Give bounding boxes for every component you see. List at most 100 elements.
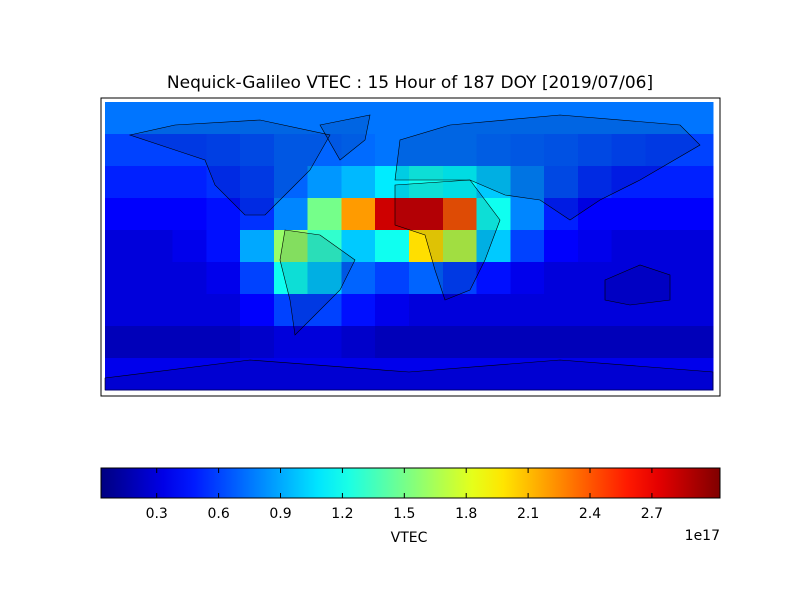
heatmap-cell xyxy=(240,102,275,135)
heatmap-cell xyxy=(409,294,444,327)
heatmap-cell xyxy=(240,294,275,327)
heatmap-cell xyxy=(544,166,579,199)
heatmap-cell xyxy=(172,198,207,231)
heatmap-cell xyxy=(476,262,511,295)
heatmap-cell xyxy=(138,294,174,327)
heatmap-cell xyxy=(409,358,444,391)
heatmap-cell xyxy=(307,198,342,231)
heatmap-cell xyxy=(273,134,309,167)
heatmap-cell xyxy=(409,198,444,231)
continent xyxy=(279,229,356,336)
heatmap-cell xyxy=(510,134,545,167)
heatmap-cell xyxy=(645,134,680,167)
heatmap-cell xyxy=(442,326,478,359)
heatmap-cell xyxy=(172,294,207,327)
heatmap-cell xyxy=(476,166,511,199)
heatmap-cell xyxy=(645,358,680,391)
continent xyxy=(128,119,331,216)
heatmap-cell xyxy=(240,326,275,359)
heatmap-cell xyxy=(409,134,444,167)
heatmap-cell xyxy=(442,262,478,295)
heatmap-cell xyxy=(341,262,376,295)
heatmap-cell xyxy=(645,262,680,295)
heatmap-cell xyxy=(577,166,613,199)
colorbar xyxy=(100,467,721,499)
heatmap-cell xyxy=(679,230,714,263)
heatmap-cell xyxy=(510,294,545,327)
heatmap-cell xyxy=(476,230,511,263)
heatmap-cell xyxy=(240,134,275,167)
heatmap-cell xyxy=(544,294,579,327)
heatmap-cell xyxy=(476,294,511,327)
heatmap-cell xyxy=(577,294,613,327)
heatmap-cell xyxy=(476,326,511,359)
heatmap-cell xyxy=(510,262,545,295)
colorbar-tick-label: 0.9 xyxy=(269,506,291,522)
continent xyxy=(604,264,671,306)
colorbar-tick-label: 2.4 xyxy=(579,506,601,522)
heatmap-cell xyxy=(105,134,140,167)
heatmap-cell xyxy=(273,326,309,359)
heatmap-cell xyxy=(206,326,241,359)
heatmap-cell xyxy=(341,198,376,231)
heatmap-cell xyxy=(476,102,511,135)
heatmap-cell xyxy=(442,198,478,231)
continent xyxy=(394,114,701,221)
colorbar-tick-label: 1.5 xyxy=(393,506,415,522)
colorbar-tick-label: 0.3 xyxy=(146,506,168,522)
heatmap-cell xyxy=(273,262,309,295)
heatmap-cell xyxy=(679,198,714,231)
heatmap-cell xyxy=(172,166,207,199)
heatmap-cell xyxy=(611,230,646,263)
heatmap-cell xyxy=(375,230,410,263)
heatmap-cell xyxy=(442,358,478,391)
colorbar-tick-label: 1.2 xyxy=(331,506,353,522)
heatmap-cell xyxy=(307,326,342,359)
heatmap-cell xyxy=(307,166,342,199)
continent xyxy=(104,359,714,391)
heatmap-cell xyxy=(240,262,275,295)
heatmap-cell xyxy=(307,262,342,295)
heatmap-cell xyxy=(611,198,646,231)
heatmap-cell xyxy=(206,294,241,327)
colorbar-tick-label: 2.7 xyxy=(641,506,663,522)
heatmap-cell xyxy=(172,102,207,135)
heatmap-cell xyxy=(105,230,140,263)
heatmap-cell xyxy=(577,134,613,167)
heatmap-cell xyxy=(510,326,545,359)
heatmap-cell xyxy=(307,294,342,327)
heatmap-cell xyxy=(679,262,714,295)
heatmap-cell xyxy=(375,358,410,391)
heatmap-cell xyxy=(442,230,478,263)
heatmap-cell xyxy=(273,294,309,327)
heatmap-cell xyxy=(375,326,410,359)
heatmap-cell xyxy=(341,166,376,199)
heatmap-cell xyxy=(105,166,140,199)
heatmap-cell xyxy=(544,262,579,295)
heatmap-cell xyxy=(679,326,714,359)
heatmap-cell xyxy=(206,198,241,231)
heatmap-cell xyxy=(273,198,309,231)
heatmap-cell xyxy=(341,294,376,327)
heatmap-cell xyxy=(510,166,545,199)
heatmap-cell xyxy=(544,230,579,263)
heatmap-cell xyxy=(577,326,613,359)
heatmap-cell xyxy=(409,102,444,135)
colorbar-tick-label: 0.6 xyxy=(207,506,229,522)
heatmap-cell xyxy=(375,102,410,135)
heatmap-cell xyxy=(172,326,207,359)
heatmap-cell xyxy=(510,198,545,231)
heatmap-cell xyxy=(645,102,680,135)
heatmap-cell xyxy=(577,230,613,263)
heatmap-cell xyxy=(307,358,342,391)
heatmap-cell xyxy=(577,262,613,295)
heatmap-cell xyxy=(476,134,511,167)
heatmap-cell xyxy=(645,230,680,263)
heatmap-cell xyxy=(105,294,140,327)
heatmap-cell xyxy=(375,198,410,231)
heatmap-cell xyxy=(138,134,174,167)
heatmap-cell xyxy=(273,358,309,391)
colorbar-label: VTEC xyxy=(391,530,428,546)
colorbar-ticks: 0.3 0.6 0.9 1.2 1.5 1.8 2.1 2.4 2.7 xyxy=(146,468,663,522)
